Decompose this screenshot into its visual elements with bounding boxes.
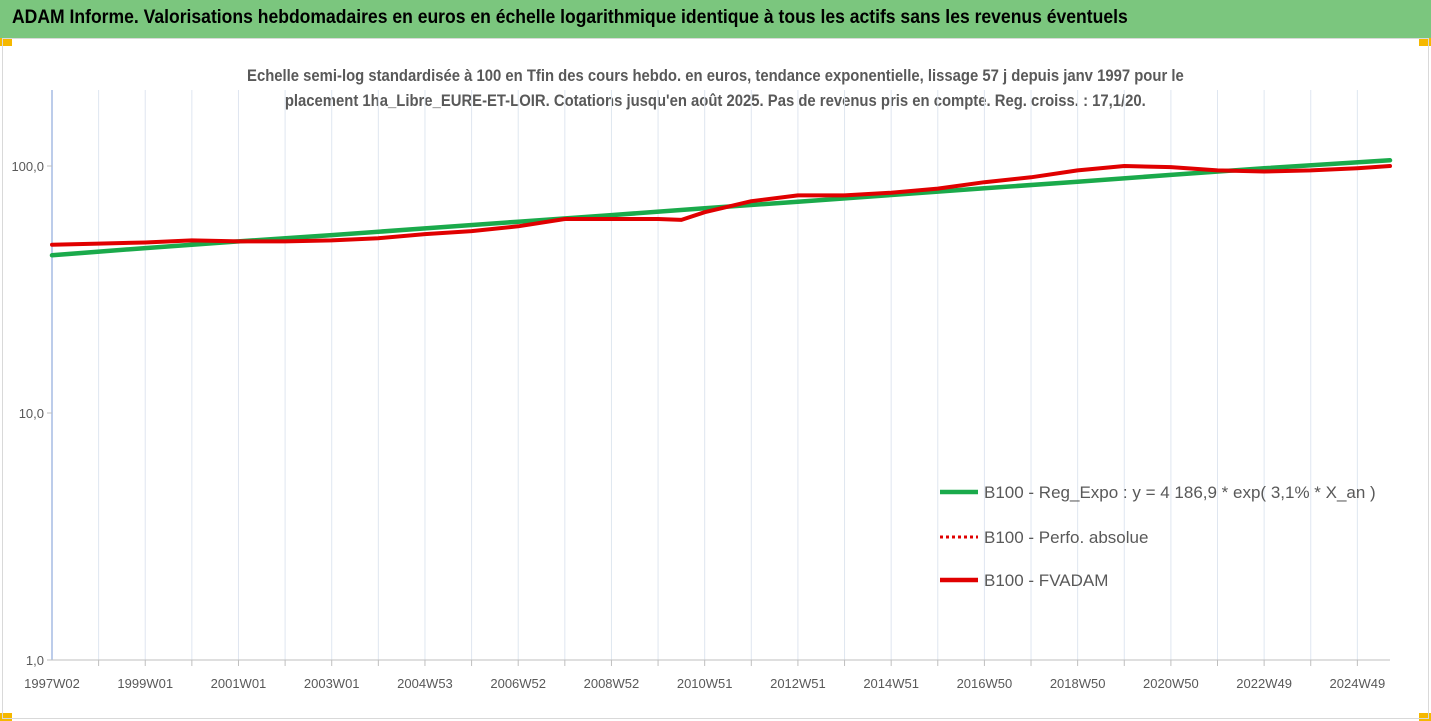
legend: B100 - Reg_Expo : y = 4 186,9 * exp( 3,1… xyxy=(940,483,1376,590)
x-tick-label: 2014W51 xyxy=(863,676,919,691)
axes xyxy=(47,90,1390,666)
chart-title: Echelle semi-log standardisée à 100 en T… xyxy=(180,64,1250,114)
x-tick-label: 2003W01 xyxy=(304,676,360,691)
x-tick-label: 2022W49 xyxy=(1236,676,1292,691)
x-tick-label: 2001W01 xyxy=(211,676,267,691)
x-tick-label: 2018W50 xyxy=(1050,676,1106,691)
legend-label-1: B100 - Reg_Expo : y = 4 186,9 * exp( 3,1… xyxy=(984,483,1376,502)
chart-title-line-1: Echelle semi-log standardisée à 100 en T… xyxy=(246,67,1184,85)
corner-marker xyxy=(0,38,12,46)
corner-marker xyxy=(0,713,12,721)
legend-label-2: B100 - Perfo. absolue xyxy=(984,528,1148,547)
x-tick-label: 2016W50 xyxy=(957,676,1013,691)
chart-title-line-2: placement 1ha_Libre_EURE-ET-LOIR. Cotati… xyxy=(284,92,1146,110)
y-tick-label: 100,0 xyxy=(11,159,44,174)
x-tick-label: 2004W53 xyxy=(397,676,453,691)
series-lines xyxy=(49,158,1393,258)
report-header: ADAM Informe. Valorisations hebdomadaire… xyxy=(0,0,1431,38)
legend-label-3: B100 - FVADAM xyxy=(984,571,1108,590)
x-tick-label: 2012W51 xyxy=(770,676,826,691)
x-tick-label: 2006W52 xyxy=(490,676,546,691)
x-tick-label: 2008W52 xyxy=(584,676,640,691)
series-line-3 xyxy=(50,164,1392,247)
x-tick-label: 1997W02 xyxy=(24,676,80,691)
y-tick-label: 1,0 xyxy=(26,653,44,668)
report-title: ADAM Informe. Valorisations hebdomadaire… xyxy=(12,6,1128,28)
x-tick-label: 2020W50 xyxy=(1143,676,1199,691)
y-tick-label: 10,0 xyxy=(19,406,44,421)
tick-labels: 1,0 10,0 100,0 1997W02 1999W01 2001W01 2003W01… xyxy=(11,159,1385,691)
x-tick-label: 2024W49 xyxy=(1330,676,1386,691)
chart-area xyxy=(2,38,1429,719)
x-tick-label: 2010W51 xyxy=(677,676,733,691)
corner-marker xyxy=(1419,38,1431,46)
x-tick-label: 1999W01 xyxy=(117,676,173,691)
grid-lines xyxy=(98,90,1358,660)
corner-marker xyxy=(1419,713,1431,721)
series-line-1 xyxy=(49,158,1393,258)
